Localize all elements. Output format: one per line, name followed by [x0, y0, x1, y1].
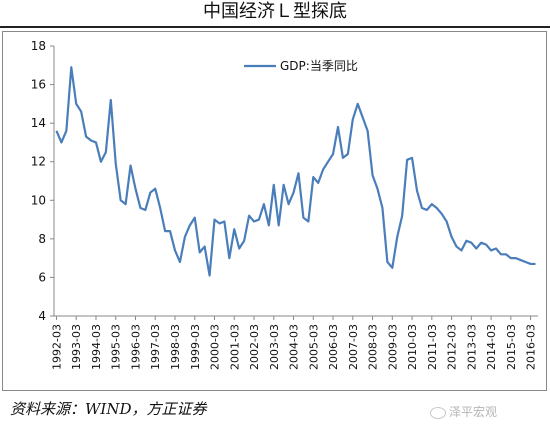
watermark-label: 泽平宏观 — [449, 405, 498, 419]
x-tick-label: 2006-03 — [327, 324, 340, 370]
y-tick-label: 18 — [31, 39, 46, 53]
chart-frame — [2, 31, 547, 391]
y-axis-ticks: 4 6 8 10 12 14 16 18 — [31, 39, 54, 323]
y-tick-label: 6 — [38, 270, 46, 284]
x-tick-label: 2009-03 — [386, 324, 399, 370]
x-tick-label: 1993-03 — [70, 324, 83, 370]
y-tick-label: 14 — [31, 116, 46, 130]
y-tick-label: 4 — [38, 309, 46, 323]
x-axis-ticks: 1992-03 1993-03 1994-03 1995-03 1996-03 1997-… — [50, 316, 538, 370]
source-note: 资料来源：WIND，方正证券 — [10, 400, 207, 418]
x-tick-label: 2014-03 — [485, 324, 498, 370]
x-tick-label: 2004-03 — [288, 324, 301, 370]
wechat-icon — [430, 406, 446, 419]
y-tick-label: 8 — [38, 232, 46, 246]
chart-title: 中国经济Ｌ型探底 — [203, 1, 347, 22]
y-tick-label: 10 — [31, 193, 46, 207]
x-tick-label: 1992-03 — [50, 324, 63, 370]
x-tick-label: 2007-03 — [347, 324, 360, 370]
x-tick-label: 2005-03 — [307, 324, 320, 370]
legend: GDP:当季同比 — [244, 59, 358, 73]
y-tick-label: 16 — [31, 78, 46, 92]
x-tick-label: 2010-03 — [406, 324, 419, 370]
x-tick-label: 2003-03 — [268, 324, 281, 370]
x-tick-label: 1999-03 — [189, 324, 202, 370]
x-tick-label: 2016-03 — [525, 324, 538, 370]
x-tick-label: 1994-03 — [90, 324, 103, 370]
x-tick-label: 2001-03 — [228, 324, 241, 370]
x-tick-label: 1998-03 — [169, 324, 182, 370]
legend-label: GDP:当季同比 — [280, 59, 358, 73]
x-tick-label: 2015-03 — [505, 324, 518, 370]
y-tick-label: 12 — [31, 155, 46, 169]
line-chart: 4 6 8 10 12 14 16 18 1992-03 1993-03 1994-03 1995-… — [31, 39, 538, 370]
title-underline — [0, 26, 550, 28]
x-tick-label: 2008-03 — [367, 324, 380, 370]
series-line-gdp — [55, 66, 536, 277]
x-tick-label: 2000-03 — [209, 324, 222, 370]
x-tick-label: 2011-03 — [426, 324, 439, 370]
watermark: 泽平宏观 — [430, 403, 497, 420]
x-tick-label: 1996-03 — [129, 324, 142, 370]
x-tick-label: 1995-03 — [110, 324, 123, 370]
x-tick-label: 2012-03 — [446, 324, 459, 370]
x-tick-label: 1997-03 — [149, 324, 162, 370]
x-tick-label: 2002-03 — [248, 324, 261, 370]
x-tick-label: 2013-03 — [465, 324, 478, 370]
